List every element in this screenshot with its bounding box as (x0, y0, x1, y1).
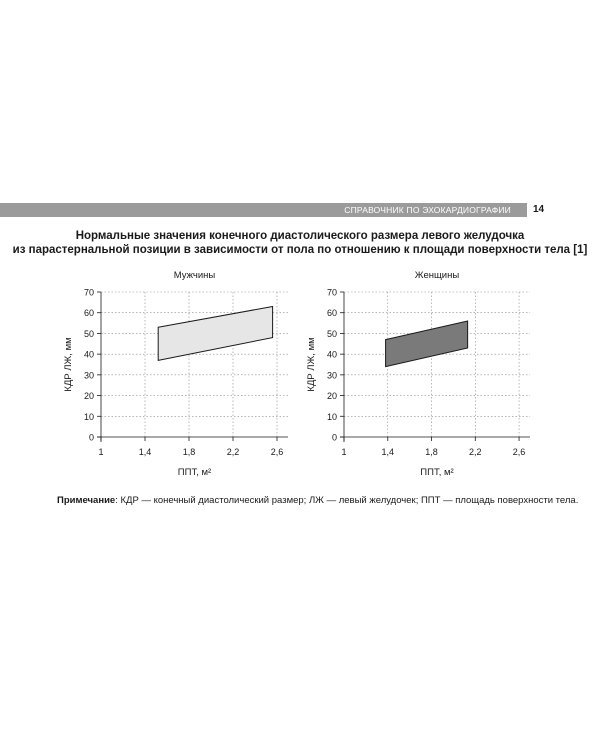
chart-1-y-tick-label: 40 (84, 350, 94, 360)
chart-1-x-tick-label: 1 (98, 447, 103, 457)
chart-2-y-tick-label: 70 (327, 288, 337, 298)
figure-title-line-1: Нормальные значения конечного диастоличе… (75, 230, 525, 242)
chart-1-x-tick-label: 2,2 (227, 447, 240, 457)
chart-1-x-tick-label: 1,4 (139, 447, 152, 457)
chart-2-x-axis-label: ППТ, м² (420, 467, 453, 478)
chart-2-x-tick-label: 2,6 (513, 447, 526, 457)
chart-2-y-axis-label: КДР ЛЖ, мм (306, 337, 317, 391)
footnote-text: : КДР — конечный диастолический размер; … (115, 495, 579, 506)
chart-2-y-tick-label: 30 (327, 370, 337, 380)
running-header-bar: СПРАВОЧНИК ПО ЭХОКАРДИОГРАФИИ (0, 203, 527, 217)
chart-2-x-tick-label: 1 (341, 447, 346, 457)
chart-1-y-tick-label: 0 (89, 433, 94, 443)
chart-1-y-tick-label: 10 (84, 412, 94, 422)
chart-2-y-tick-label: 20 (327, 391, 337, 401)
chart-1-y-axis-label: КДР ЛЖ, мм (63, 337, 74, 391)
chart-2-x-tick-label: 1,4 (382, 447, 395, 457)
footnote: Примечание: КДР — конечный диастолически… (57, 495, 578, 506)
chart-2-y-tick-label: 10 (327, 412, 337, 422)
chart-2-y-tick-label: 50 (327, 329, 337, 339)
chart-1-normal-range-band (157, 305, 274, 361)
chart-1-x-tick-label: 2,6 (271, 447, 284, 457)
chart-1-x-tick-label: 1,8 (183, 447, 196, 457)
figure-title: Нормальные значения конечного диастоличе… (0, 229, 600, 257)
figure-title-line-2: из парастернальной позиции в зависимости… (12, 244, 588, 256)
chart-2-x-tick-label: 1,8 (425, 447, 438, 457)
chart-1-y-tick-label: 70 (84, 288, 94, 298)
chart-2-x-tick-label: 2,2 (469, 447, 482, 457)
chart-2-y-tick-label: 0 (332, 433, 337, 443)
chart-1-y-tick-label: 50 (84, 329, 94, 339)
chart-1-y-tick-label: 20 (84, 391, 94, 401)
footnote-label: Примечание (57, 495, 116, 506)
chart-1-x-axis-label: ППТ, м² (178, 467, 211, 478)
chart-2-normal-range-band (385, 320, 469, 368)
page-number: 14 (533, 204, 545, 215)
chart-1-title: Мужчины (174, 270, 216, 281)
chart-2-title: Женщины (415, 270, 460, 281)
chart-1-y-tick-label: 30 (84, 370, 94, 380)
running-header-title: СПРАВОЧНИК ПО ЭХОКАРДИОГРАФИИ (344, 205, 511, 215)
chart-2-y-tick-label: 40 (327, 350, 337, 360)
chart-2-y-tick-label: 60 (327, 308, 337, 318)
chart-1-y-tick-label: 60 (84, 308, 94, 318)
